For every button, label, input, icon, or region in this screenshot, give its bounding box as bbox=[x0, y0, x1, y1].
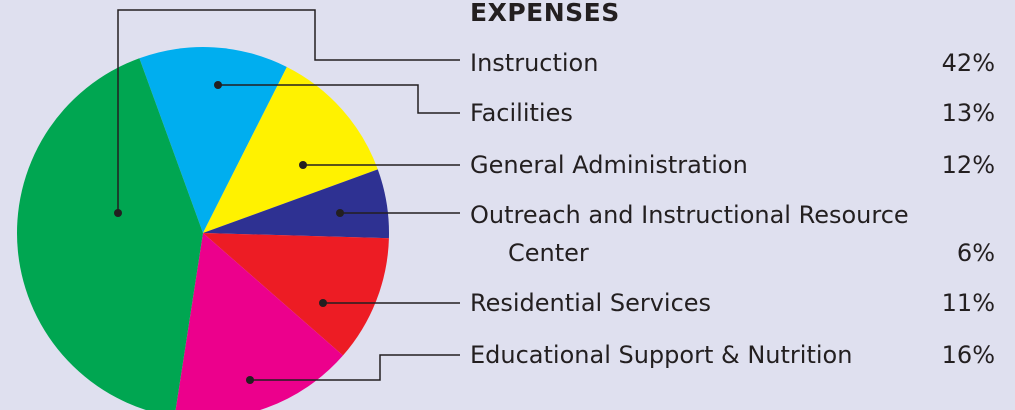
leader-dots bbox=[114, 81, 344, 384]
value-label: 6% bbox=[956, 239, 995, 267]
legend-entry: General Administration 12% bbox=[470, 146, 995, 184]
legend-label: Facilities bbox=[470, 99, 573, 127]
leader-dot bbox=[214, 81, 222, 89]
chart-title: EXPENSES bbox=[470, 0, 620, 27]
leader-dot bbox=[336, 209, 344, 217]
leader-dot bbox=[319, 299, 327, 307]
legend-label: Educational Support & Nutrition bbox=[470, 341, 853, 369]
legend-entry: Residential Services 11% bbox=[470, 284, 995, 322]
leader-dot bbox=[299, 161, 307, 169]
value-label: 16% bbox=[941, 341, 995, 369]
legend-entry: Educational Support & Nutrition 16% bbox=[470, 336, 995, 374]
pie-slice bbox=[139, 47, 287, 233]
legend-entry: Facilities 13% bbox=[470, 94, 995, 132]
pie-slice bbox=[203, 233, 389, 356]
leader-dot bbox=[114, 209, 122, 217]
pie-slice bbox=[203, 66, 378, 233]
value-label: 42% bbox=[941, 49, 995, 77]
legend-label: General Administration bbox=[470, 151, 748, 179]
leader-dot bbox=[246, 376, 254, 384]
legend-entry: Instruction 42% bbox=[470, 44, 995, 82]
value-label: 11% bbox=[941, 289, 995, 317]
leader-line bbox=[218, 84, 460, 114]
legend-label: Residential Services bbox=[470, 289, 712, 317]
leader-line bbox=[117, 9, 460, 213]
value-label: 13% bbox=[941, 99, 995, 127]
leader-line bbox=[250, 354, 460, 381]
leader-lines bbox=[117, 9, 460, 381]
legend-label: Outreach and Instructional Resource Cent… bbox=[470, 201, 909, 267]
pie-slice bbox=[203, 169, 389, 239]
pie bbox=[17, 47, 389, 410]
pie-slice bbox=[17, 58, 203, 410]
legend-label: Instruction bbox=[470, 49, 599, 77]
value-label: 12% bbox=[941, 151, 995, 179]
legend-entry: Outreach and Instructional Resource Cent… bbox=[470, 196, 995, 272]
pie-slice bbox=[175, 233, 343, 410]
